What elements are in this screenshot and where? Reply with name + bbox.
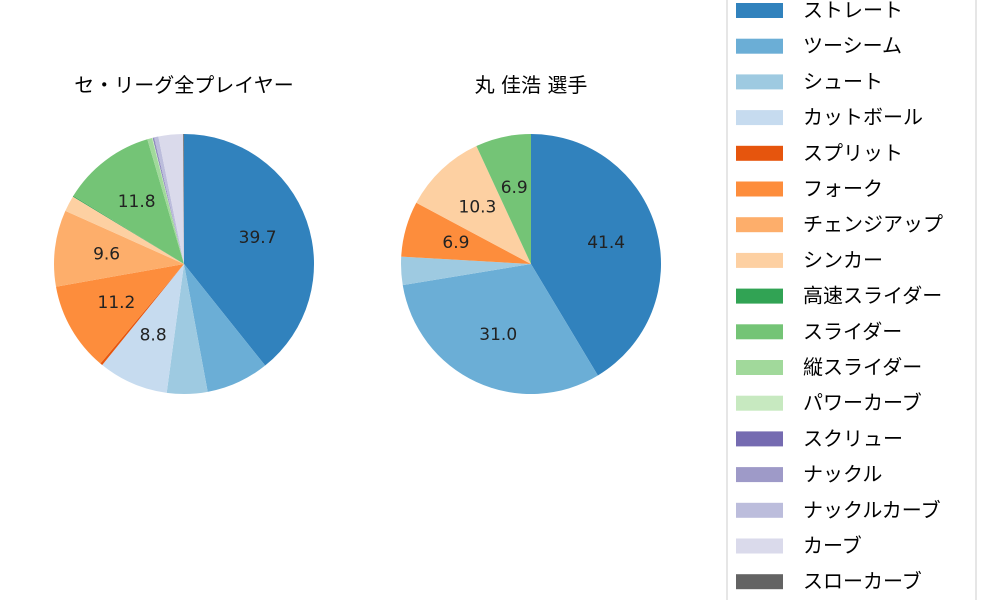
player-slice-label-0: 41.4 [587,233,625,253]
legend-entry: シンカー [736,248,883,272]
league-slice-label-6: 9.6 [93,244,120,264]
legend-entry: ストレート [736,0,903,22]
legend-swatch [736,252,783,268]
league-slice-13 [153,137,184,264]
player-slice-label-5: 6.9 [501,178,528,198]
legend-swatch [736,360,783,375]
legend-label: ナックルカーブ [803,498,941,522]
player-slice-5 [476,134,531,264]
league-slice-8 [72,195,184,264]
league-slice-11 [152,137,184,264]
league-pie-title: セ・リーグ全プレイヤー [74,73,293,97]
player-slice-label-4: 10.3 [459,197,497,217]
legend-swatch [736,74,783,90]
legend-swatch [736,181,783,197]
legend-entry: ナックルカーブ [736,498,941,522]
player-pie-labels: 41.431.06.910.36.9 [442,178,625,345]
league-pie-slices [53,133,315,394]
legend-entry: パワーカーブ [736,391,922,415]
legend-label: スライダー [803,319,902,343]
legend-label: スローカーブ [803,569,922,593]
player-slice-label-3: 6.9 [442,233,469,253]
legend-label: スプリット [803,141,903,165]
player-pie-chart: 丸 佳浩 選手 41.431.06.910.36.9 [401,73,662,395]
league-slice-label-3: 8.8 [140,326,167,346]
legend-label: スクリュー [803,426,903,450]
legend-swatch [736,288,783,304]
league-slice-6 [53,210,184,287]
player-slice-4 [416,146,531,264]
legend-label: シンカー [803,248,883,272]
league-slice-label-9: 11.8 [118,192,156,212]
league-slice-9 [73,139,184,264]
legend-label: カットボール [803,105,923,129]
legend-swatch [736,217,783,233]
league-slice-7 [65,196,184,264]
league-slice-3 [102,264,184,393]
legend-entry: チェンジアップ [736,212,943,236]
league-pie-chart: セ・リーグ全プレイヤー 39.7 8.811.2 9.6 11.8 [53,73,315,394]
legend-entry: フォーク [736,177,883,201]
legend-entry: ツーシーム [736,34,902,58]
league-slice-1 [184,264,266,392]
legend-entries: ストレートツーシームシュートカットボールスプリットフォークチェンジアップシンカー… [736,0,943,593]
league-slice-5 [56,264,184,364]
league-slice-14 [154,136,184,264]
league-slice-15 [158,134,184,264]
league-slice-12 [152,137,184,264]
legend-swatch [736,110,783,126]
league-slice-4 [100,264,184,366]
legend-entry: カットボール [736,105,923,129]
league-slice-2 [166,264,208,394]
legend-swatch [736,467,783,483]
legend-swatch [736,538,783,554]
legend-swatch [736,145,783,161]
legend-swatch [736,574,783,590]
legend-entry: カーブ [736,534,862,558]
legend-entry: スローカーブ [736,569,922,593]
player-slice-0 [531,134,662,376]
legend-entry: シュート [736,69,883,93]
player-pie-title: 丸 佳浩 選手 [475,73,588,97]
player-slice-1 [402,264,598,395]
legend-label: ストレート [803,0,903,22]
legend-label: 高速スライダー [803,284,942,308]
league-slice-label-5: 11.2 [98,293,136,313]
legend-label: ナックル [803,462,882,486]
legend-entry: スライダー [736,319,902,343]
legend-label: チェンジアップ [803,212,943,236]
league-slice-label-0: 39.7 [239,228,277,248]
legend-swatch [736,324,783,340]
player-pie-slices [401,134,662,395]
legend-entry: ナックル [736,462,882,486]
player-slice-3 [401,202,531,264]
legend-swatch [736,38,783,54]
legend-label: 縦スライダー [803,355,922,379]
player-slice-label-1: 31.0 [479,325,517,345]
legend-swatch [736,395,783,411]
league-slice-0 [184,134,315,366]
legend: ストレートツーシームシュートカットボールスプリットフォークチェンジアップシンカー… [726,0,977,600]
legend-swatch [736,502,783,518]
legend-label: フォーク [803,177,883,201]
player-slice-2 [401,256,531,286]
legend-entry: 縦スライダー [736,355,922,379]
legend-label: カーブ [803,534,862,558]
legend-label: シュート [803,69,883,93]
legend-swatch [736,3,783,18]
legend-swatch [736,431,783,447]
legend-entry: スプリット [736,141,903,165]
legend-frame [726,0,977,600]
legend-label: パワーカーブ [803,391,922,415]
legend-label: ツーシーム [803,34,902,58]
league-slice-16 [183,133,184,264]
legend-entry: 高速スライダー [736,284,942,308]
league-slice-10 [147,138,184,264]
legend-entry: スクリュー [736,426,903,450]
league-pie-labels: 39.7 8.811.2 9.6 11.8 [93,192,276,346]
